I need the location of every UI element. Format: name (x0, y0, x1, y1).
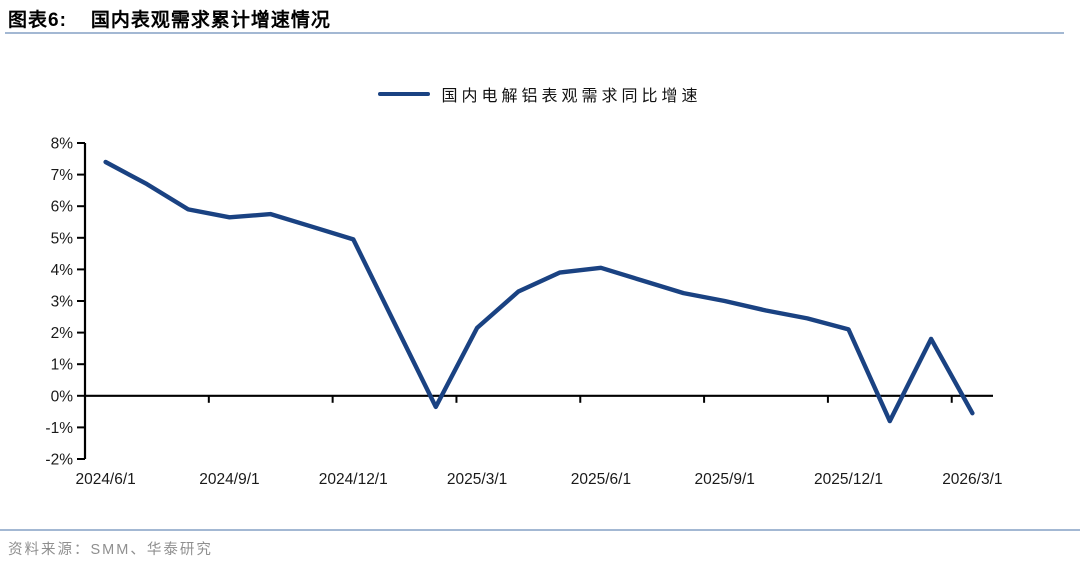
y-tick-label: 6% (51, 199, 74, 216)
title-underline-rule (5, 32, 1064, 34)
footer-rule (0, 529, 1080, 531)
x-tick-label: 2024/6/1 (75, 471, 135, 488)
y-tick-label: 2% (51, 325, 74, 342)
y-tick-label: 4% (51, 262, 74, 279)
y-tick-label: 1% (51, 357, 74, 374)
figure-title-text: 国内表观需求累计增速情况 (90, 10, 331, 31)
x-tick-label: 2026/3/1 (942, 471, 1002, 488)
y-tick-label: 8% (51, 136, 74, 153)
y-tick-label: -1% (45, 420, 73, 437)
y-tick-label: -2% (45, 452, 73, 469)
x-tick-label: 2025/6/1 (571, 471, 631, 488)
figure-number-label: 图表6: (8, 10, 67, 31)
legend-line-marker (378, 92, 431, 96)
legend-series-label: 国内电解铝表观需求同比增速 (441, 88, 702, 105)
y-tick-label: 5% (51, 230, 74, 247)
x-tick-label: 2025/3/1 (447, 471, 507, 488)
y-tick-label: 7% (51, 167, 74, 184)
figure-title: 图表6: 国内表观需求累计增速情况 (8, 5, 331, 32)
series-line-apparent-demand-yoy (103, 159, 975, 424)
y-tick-label: 0% (51, 388, 74, 405)
x-tick-label: 2025/9/1 (695, 471, 755, 488)
source-note: 资料来源：SMM、华泰研究 (8, 542, 213, 558)
chart-legend: 国内电解铝表观需求同比增速 (0, 84, 1080, 105)
x-tick-label: 2025/12/1 (814, 471, 883, 488)
y-tick-label: 3% (51, 294, 74, 311)
x-tick-label: 2024/9/1 (199, 471, 259, 488)
x-tick-label: 2024/12/1 (319, 471, 388, 488)
